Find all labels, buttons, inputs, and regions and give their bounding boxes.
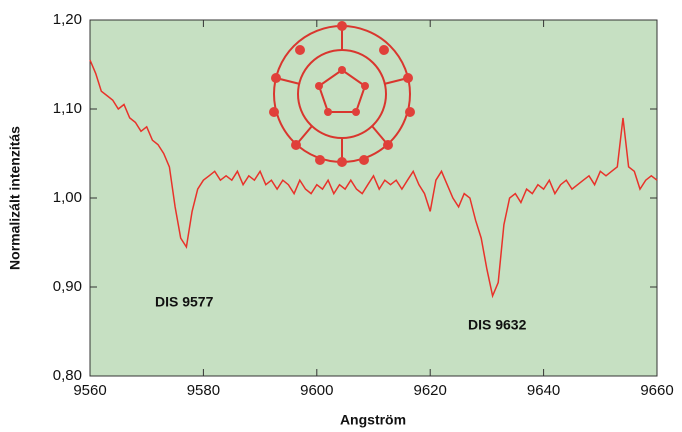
y-tick-label: 0,80 xyxy=(53,367,82,384)
x-tick-label: 9640 xyxy=(527,382,560,399)
y-tick-label: 1,10 xyxy=(53,100,82,117)
x-tick-label: 9560 xyxy=(73,382,106,399)
x-tick-label: 9620 xyxy=(414,382,447,399)
fullerene-molecule xyxy=(269,21,415,167)
spectrum-line xyxy=(89,59,658,299)
y-tick-label: 0,90 xyxy=(53,278,82,295)
plot-area xyxy=(89,19,658,377)
x-tick-label: 9580 xyxy=(187,382,220,399)
y-tick-label: 1,00 xyxy=(53,189,82,206)
y-tick-label: 1,20 xyxy=(53,11,82,28)
x-tick-label: 9660 xyxy=(640,382,673,399)
annotation: DIS 9577 xyxy=(155,294,214,310)
y-axis-label: Normalizált intenzitás xyxy=(7,126,23,270)
annotation: DIS 9632 xyxy=(468,317,527,333)
x-tick-label: 9600 xyxy=(300,382,333,399)
x-axis-label: Angström xyxy=(340,412,406,428)
